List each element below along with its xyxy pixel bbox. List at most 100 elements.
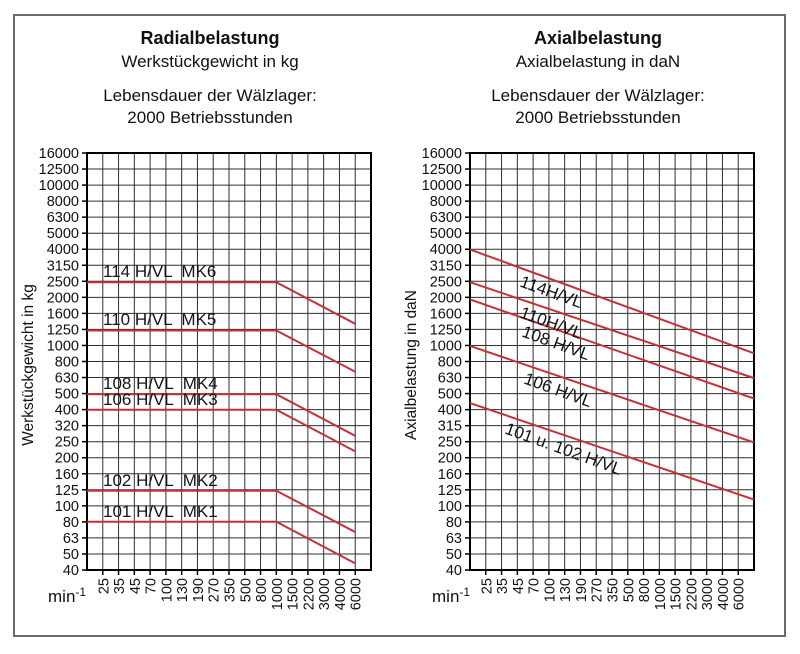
x-tick-label: 500 xyxy=(238,578,254,602)
axial-unit-exponent: -1 xyxy=(459,585,471,599)
series-label: 108 H/VL MK4 xyxy=(103,374,218,394)
y-tick-label: 1600 xyxy=(430,306,462,322)
y-tick-label: 12500 xyxy=(422,162,462,178)
series-label: 110 H/VL MK5 xyxy=(103,310,217,330)
x-tick-label: 1000 xyxy=(653,578,669,610)
y-tick-label: 2500 xyxy=(430,274,462,290)
y-tick-label: 40 xyxy=(446,563,462,579)
y-tick-label: 63 xyxy=(63,531,79,547)
y-tick-label: 500 xyxy=(55,387,79,403)
x-tick-label: 270 xyxy=(207,578,223,602)
y-tick-label: 315 xyxy=(438,419,462,435)
x-tick-label: 4000 xyxy=(716,578,732,610)
y-tick-label: 63 xyxy=(446,531,462,547)
x-tick-label: 2200 xyxy=(301,578,317,610)
x-tick-label: 3000 xyxy=(317,578,333,610)
radial-life-note: Lebensdauer der Wälzlager: 2000 Betriebs… xyxy=(50,85,370,129)
y-tick-label: 10000 xyxy=(39,178,79,194)
x-tick-label: 25 xyxy=(479,578,495,594)
y-tick-label: 50 xyxy=(63,547,79,563)
x-tick-label: 800 xyxy=(637,578,653,602)
y-tick-label: 800 xyxy=(438,355,462,371)
y-tick-label: 160 xyxy=(438,467,462,483)
axial-unit-base: min xyxy=(432,587,460,606)
load-limit-line xyxy=(469,248,755,355)
y-tick-label: 400 xyxy=(438,403,462,419)
radial-unit-exponent: -1 xyxy=(75,585,87,599)
y-tick-label: 3150 xyxy=(47,258,79,274)
load-limit-line xyxy=(469,281,755,380)
x-tick-label: 350 xyxy=(606,578,622,602)
y-tick-label: 8000 xyxy=(47,194,79,210)
y-tick-label: 2000 xyxy=(47,290,79,306)
x-tick-label: 3000 xyxy=(700,578,716,610)
radial-x-axis-unit: min-1 xyxy=(48,585,86,607)
load-limit-line xyxy=(87,329,356,373)
series-label: 114 H/VL MK6 xyxy=(103,262,217,282)
y-tick-label: 4000 xyxy=(47,242,79,258)
y-tick-label: 12500 xyxy=(39,162,79,178)
y-tick-label: 400 xyxy=(55,403,79,419)
y-tick-label: 100 xyxy=(55,499,79,515)
x-tick-label: 130 xyxy=(175,578,191,602)
y-tick-label: 160 xyxy=(55,467,79,483)
y-tick-label: 125 xyxy=(438,483,462,499)
load-limit-line xyxy=(87,489,356,533)
x-tick-label: 270 xyxy=(590,578,606,602)
x-tick-label: 350 xyxy=(223,578,239,602)
y-tick-label: 125 xyxy=(55,483,79,499)
x-tick-label: 45 xyxy=(511,578,527,594)
axial-subtitle: Axialbelastung in daN xyxy=(515,51,681,71)
x-tick-label: 190 xyxy=(191,578,207,602)
x-tick-label: 190 xyxy=(574,578,590,602)
y-tick-label: 6300 xyxy=(430,210,462,226)
series-label: 102 H/VL MK2 xyxy=(103,470,218,490)
load-limit-line xyxy=(87,393,356,437)
radial-title: Radialbelastung xyxy=(140,28,280,48)
radial-unit-base: min xyxy=(48,587,76,606)
y-tick-label: 16000 xyxy=(422,146,462,162)
y-tick-label: 2500 xyxy=(47,274,79,290)
axial-note-line1: Lebensdauer der Wälzlager: xyxy=(491,85,705,105)
x-tick-label: 100 xyxy=(159,578,175,602)
x-tick-label: 70 xyxy=(144,578,160,594)
load-limit-line xyxy=(469,402,755,501)
y-tick-label: 40 xyxy=(63,563,79,579)
y-tick-label: 630 xyxy=(55,371,79,387)
radial-chart-plot: 1600012500100008000630050004000315025002… xyxy=(39,146,372,610)
radial-subtitle: Werkstückgewicht in kg xyxy=(121,51,299,71)
y-tick-label: 4000 xyxy=(430,242,462,258)
axial-note-line2: 2000 Betriebsstunden xyxy=(515,107,681,127)
load-limit-line xyxy=(87,520,356,565)
load-limit-line xyxy=(87,281,356,325)
y-tick-label: 200 xyxy=(55,451,79,467)
y-tick-label: 8000 xyxy=(430,194,462,210)
outer-frame xyxy=(13,14,786,637)
axial-chart-plot: 1600012500100008000630050004000315025002… xyxy=(422,146,755,610)
axial-x-axis-unit: min-1 xyxy=(432,585,470,607)
radial-note-line1: Lebensdauer der Wälzlager: xyxy=(103,85,317,105)
y-tick-label: 5000 xyxy=(430,226,462,242)
load-limit-line xyxy=(87,408,356,453)
axial-chart-header: Axialbelastung Axialbelastung in daN Leb… xyxy=(438,28,758,129)
x-tick-label: 2200 xyxy=(684,578,700,610)
y-tick-label: 1250 xyxy=(47,322,79,338)
x-tick-label: 1500 xyxy=(286,578,302,610)
x-tick-label: 6000 xyxy=(349,578,365,610)
y-tick-label: 80 xyxy=(63,515,79,531)
x-tick-label: 800 xyxy=(254,578,270,602)
y-tick-label: 200 xyxy=(438,451,462,467)
y-tick-label: 5000 xyxy=(47,226,79,242)
y-tick-label: 1600 xyxy=(47,306,79,322)
y-tick-label: 500 xyxy=(438,387,462,403)
y-tick-label: 800 xyxy=(55,355,79,371)
x-tick-label: 25 xyxy=(96,578,112,594)
x-tick-label: 4000 xyxy=(333,578,349,610)
x-tick-label: 500 xyxy=(621,578,637,602)
x-tick-label: 35 xyxy=(495,578,511,594)
axial-life-note: Lebensdauer der Wälzlager: 2000 Betriebs… xyxy=(438,85,758,129)
x-tick-label: 100 xyxy=(542,578,558,602)
x-tick-label: 35 xyxy=(112,578,128,594)
